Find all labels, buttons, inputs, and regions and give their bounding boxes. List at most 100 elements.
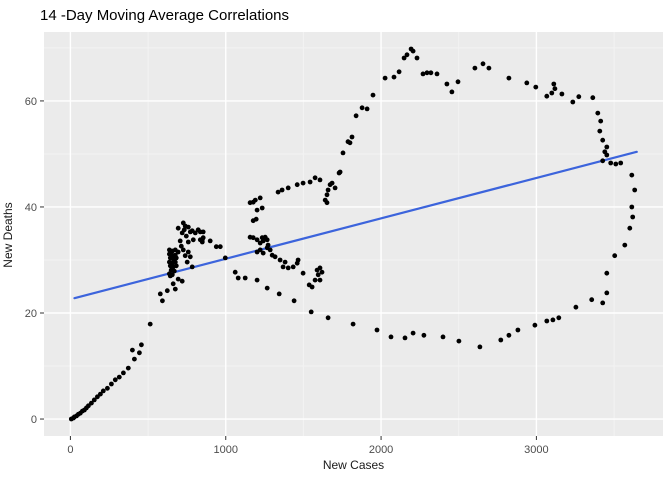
scatter-point	[254, 277, 260, 283]
y-tick-label: 0	[31, 414, 37, 426]
scatter-point	[139, 342, 144, 348]
scatter-point	[629, 172, 635, 178]
scatter-point	[414, 55, 420, 61]
scatter-point	[325, 187, 331, 193]
chart-title: 14 -Day Moving Average Correlations	[40, 7, 290, 24]
scatter-point	[401, 55, 407, 61]
scatter-point	[424, 70, 430, 76]
scatter-point	[185, 249, 191, 255]
scatter-point	[109, 381, 114, 387]
scatter-point	[254, 207, 260, 213]
scatter-point	[264, 237, 270, 243]
scatter-point	[98, 391, 103, 397]
scatter-point	[612, 253, 618, 259]
scatter-point	[282, 259, 288, 265]
scatter-point	[100, 388, 106, 394]
scatter-point	[524, 80, 530, 86]
scatter-point	[440, 334, 446, 340]
scatter-point	[629, 204, 635, 210]
scatter-point	[315, 272, 321, 278]
scatter-point	[600, 300, 606, 306]
scatter-point	[290, 264, 296, 270]
scatter-point	[420, 71, 426, 77]
scatter-point	[544, 318, 550, 324]
scatter-point	[295, 257, 301, 263]
scatter-point	[374, 327, 380, 333]
scatter-point	[173, 255, 179, 261]
x-tick-label: 0	[67, 444, 73, 456]
scatter-point	[121, 370, 126, 376]
scatter-point	[402, 335, 408, 341]
y-axis-title: New Deaths	[1, 202, 15, 268]
scatter-point	[533, 84, 539, 90]
scatter-point	[132, 356, 137, 362]
scatter-point	[200, 229, 206, 235]
scatter-point	[396, 69, 402, 75]
scatter-point	[235, 275, 241, 281]
scatter-point	[472, 65, 478, 71]
scatter-point	[595, 110, 601, 116]
scatter-point	[182, 253, 188, 259]
scatter-point	[456, 338, 462, 344]
scatter-point	[187, 254, 193, 260]
scatter-point	[207, 238, 213, 244]
scatter-point	[181, 227, 187, 233]
scatter-point	[130, 347, 135, 353]
scatter-point	[544, 93, 550, 99]
scatter-point	[91, 397, 97, 403]
scatter-point	[232, 269, 238, 275]
scatter-point	[506, 75, 512, 81]
scatter-point	[179, 278, 185, 284]
scatter-point	[498, 337, 504, 343]
scatter-point	[349, 134, 355, 140]
scatter-point	[359, 105, 365, 111]
scatter-point	[308, 309, 314, 315]
scatter-point	[630, 214, 636, 220]
scatter-point	[264, 285, 270, 291]
scatter-point	[632, 187, 638, 193]
scatter-point	[604, 290, 610, 296]
scatter-point	[307, 179, 313, 185]
scatter-point	[185, 239, 191, 245]
scatter-point	[353, 113, 359, 119]
scatter-point	[265, 242, 271, 248]
scatter-point	[317, 265, 323, 271]
scatter-point	[222, 255, 228, 261]
scatter-point	[604, 270, 610, 276]
scatter-point	[183, 233, 189, 239]
scatter-point	[267, 247, 273, 253]
scatter-point	[329, 180, 335, 186]
scatter-point	[175, 249, 181, 255]
scatter-point	[600, 158, 606, 164]
scatter-point	[559, 91, 565, 97]
scatter-point	[347, 140, 353, 146]
scatter-point	[300, 180, 306, 186]
scatter-point	[217, 244, 223, 250]
scatter-point	[170, 281, 176, 287]
scatter-point	[477, 344, 483, 350]
scatter-point	[480, 61, 486, 67]
scatter-point	[190, 237, 196, 243]
y-tick-label: 20	[25, 308, 37, 320]
scatter-point	[242, 275, 248, 281]
scatter-point	[312, 277, 318, 283]
scatter-point	[618, 160, 624, 166]
scatter-point	[272, 254, 278, 260]
scatter-point	[285, 265, 291, 271]
scatter-point	[486, 65, 492, 71]
scatter-point	[550, 317, 556, 323]
scatter-point	[276, 291, 282, 297]
scatter-point	[178, 243, 184, 249]
scatter-point	[89, 400, 94, 406]
scatter-point	[324, 192, 330, 198]
scatter-point	[175, 276, 181, 282]
scatter-point	[291, 298, 297, 304]
scatter-point	[137, 350, 142, 356]
scatter-point	[175, 225, 181, 231]
scatter-point	[294, 182, 300, 188]
scatter-point	[570, 99, 576, 105]
x-axis-title: New Cases	[322, 458, 385, 472]
scatter-point	[600, 137, 606, 143]
